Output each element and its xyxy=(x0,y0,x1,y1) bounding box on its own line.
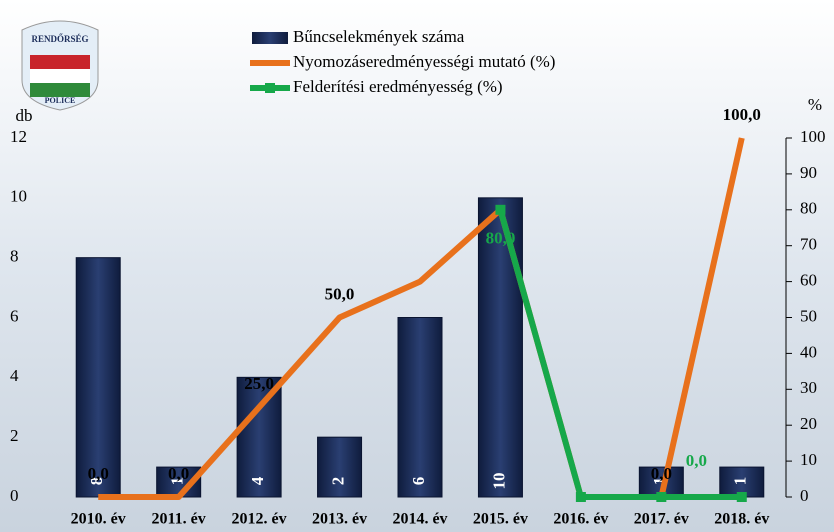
y2-axis-title: % xyxy=(808,95,822,114)
legend-label: Nyomozáseredményességi mutató (%) xyxy=(293,52,555,71)
y-tick-label: 6 xyxy=(10,306,19,325)
y-tick-label: 2 xyxy=(10,426,19,445)
line-value-label: 50,0 xyxy=(325,284,355,303)
chart: RENDŐRSÉG POLICE db % 024681012010203040… xyxy=(0,0,834,532)
line-value-label: 0,0 xyxy=(686,451,707,470)
y2-tick-label: 30 xyxy=(800,378,817,397)
bar xyxy=(318,437,362,497)
x-tick-label: 2011. év xyxy=(152,511,206,528)
line-value-label: 0,0 xyxy=(168,464,189,483)
x-tick-label: 2014. év xyxy=(392,511,447,528)
x-tick-label: 2016. év xyxy=(553,511,608,528)
y2-tick-label: 50 xyxy=(800,306,817,325)
y-axis-title: db xyxy=(16,106,33,125)
bar-value-label: 1 xyxy=(731,477,750,486)
legend-label: Felderítési eredményesség (%) xyxy=(293,77,503,96)
line-value-label: 100,0 xyxy=(723,105,761,124)
bar-value-label: 2 xyxy=(328,477,347,486)
y2-tick-label: 80 xyxy=(800,199,817,218)
line-value-label: 80,0 xyxy=(486,229,516,248)
y2-tick-label: 10 xyxy=(800,450,817,469)
logo: RENDŐRSÉG POLICE xyxy=(22,21,98,110)
logo-top: RENDŐRSÉG xyxy=(31,34,88,44)
line-marker xyxy=(495,205,505,215)
y-tick-label: 12 xyxy=(10,127,27,146)
y2-tick-label: 20 xyxy=(800,414,817,433)
x-tick-label: 2012. év xyxy=(232,511,287,528)
y2-tick-label: 40 xyxy=(800,342,817,361)
y2-tick-label: 60 xyxy=(800,271,817,290)
bar xyxy=(76,258,120,497)
legend-label: Bűncselekmények száma xyxy=(293,27,465,46)
line-marker xyxy=(737,492,747,502)
line-marker xyxy=(656,492,666,502)
bar-value-label: 4 xyxy=(248,476,267,485)
legend-marker xyxy=(265,83,275,93)
logo-bottom: POLICE xyxy=(45,96,76,105)
bar-value-label: 10 xyxy=(489,473,508,490)
x-tick-label: 2018. év xyxy=(714,511,769,528)
y2-tick-label: 0 xyxy=(800,486,809,505)
bar xyxy=(398,318,442,498)
bar-value-label: 6 xyxy=(409,477,428,486)
x-tick-label: 2017. év xyxy=(634,511,689,528)
x-tick-label: 2010. év xyxy=(71,511,126,528)
y-tick-label: 10 xyxy=(10,187,27,206)
y-tick-label: 0 xyxy=(10,486,19,505)
x-tick-label: 2013. év xyxy=(312,511,367,528)
line-value-label: 0,0 xyxy=(88,464,109,483)
legend-swatch xyxy=(252,32,288,44)
x-tick-label: 2015. év xyxy=(473,511,528,528)
y2-tick-label: 90 xyxy=(800,163,817,182)
y2-tick-label: 100 xyxy=(800,127,826,146)
y2-tick-label: 70 xyxy=(800,235,817,254)
line-marker xyxy=(576,492,586,502)
line-value-label: 0,0 xyxy=(651,464,672,483)
y-tick-label: 4 xyxy=(10,366,19,385)
line-value-label: 25,0 xyxy=(244,374,274,393)
y-tick-label: 8 xyxy=(10,247,19,266)
